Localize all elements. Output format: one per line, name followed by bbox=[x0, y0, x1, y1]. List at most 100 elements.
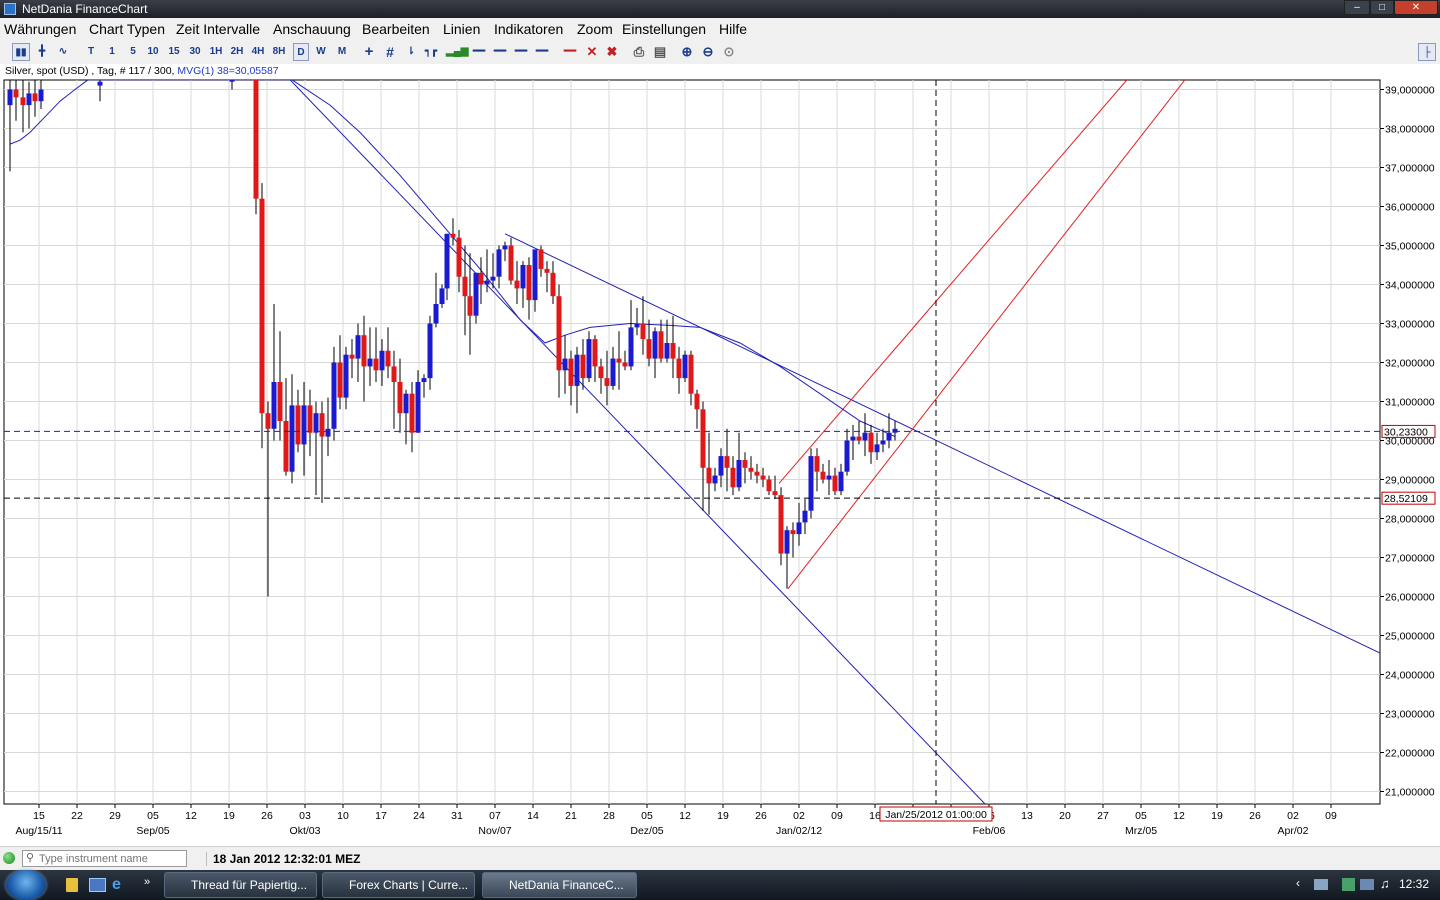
delete-line-icon[interactable]: ━━ bbox=[563, 46, 577, 57]
zoom-reset-icon[interactable]: ⊙ bbox=[723, 44, 735, 59]
candle bbox=[462, 245, 468, 336]
candle-body bbox=[796, 522, 802, 535]
y-tick-label: 24,000000 bbox=[1385, 670, 1435, 682]
grid-icon[interactable]: # bbox=[386, 44, 394, 60]
crosshair-icon[interactable]: + bbox=[364, 43, 374, 60]
candle bbox=[772, 475, 778, 499]
candle-body bbox=[421, 378, 427, 382]
candle-body bbox=[20, 97, 26, 106]
y-tick-label: 26,000000 bbox=[1385, 592, 1435, 604]
delete-icon[interactable]: ✕ bbox=[586, 44, 598, 59]
explorer-icon[interactable] bbox=[66, 878, 78, 892]
candle bbox=[532, 249, 538, 312]
panel-toggle-icon[interactable]: ├ bbox=[1418, 43, 1436, 61]
drawing-tools-icon[interactable]: ┑┏ bbox=[424, 46, 438, 57]
instrument-search[interactable]: ⚲ bbox=[22, 850, 187, 867]
chart-area[interactable]: 21,000000 22,000000 23,000000 24,000000 25,0… bbox=[0, 64, 1440, 844]
period-4h[interactable]: 4H bbox=[251, 46, 265, 57]
menu-bearbeiten[interactable]: Bearbeiten bbox=[362, 21, 430, 37]
desktop-icon[interactable] bbox=[89, 878, 106, 892]
menu-indikatoren[interactable]: Indikatoren bbox=[494, 21, 564, 37]
indicator-icon[interactable]: ⇂ bbox=[406, 46, 416, 57]
candle bbox=[682, 350, 688, 382]
candle-body bbox=[634, 323, 640, 328]
candle-body bbox=[450, 233, 456, 238]
x-day-label: 09 bbox=[1325, 810, 1337, 822]
taskbar-overflow-icon[interactable]: » bbox=[144, 876, 151, 888]
start-button[interactable] bbox=[6, 870, 46, 900]
menu-zeit-intervalle[interactable]: Zeit Intervalle bbox=[176, 21, 261, 37]
price-chart[interactable]: 21,000000 22,000000 23,000000 24,000000 25,0… bbox=[0, 64, 1440, 844]
print-preview-icon[interactable]: ▤ bbox=[653, 44, 667, 59]
crosshair-date-box bbox=[879, 806, 993, 822]
candle bbox=[526, 257, 532, 320]
period-week[interactable]: W bbox=[316, 46, 326, 57]
menu-anschauung[interactable]: Anschauung bbox=[273, 21, 351, 37]
period-30min[interactable]: 30 bbox=[189, 46, 201, 57]
print-icon[interactable]: ⎙ bbox=[633, 44, 645, 59]
x-day-label: 28 bbox=[603, 810, 615, 822]
period-15min[interactable]: 15 bbox=[168, 46, 180, 57]
trend-line bbox=[787, 80, 1186, 590]
taskbar-button-netdania[interactable]: NetDania FinanceC... bbox=[482, 872, 637, 898]
period-month[interactable]: M bbox=[337, 46, 347, 57]
menu-zoom[interactable]: Zoom bbox=[577, 21, 613, 37]
tray-monitor-icon[interactable] bbox=[1360, 879, 1374, 890]
candle bbox=[748, 456, 754, 480]
tray-network-icon[interactable] bbox=[1314, 879, 1328, 890]
tray-volume-icon[interactable]: ♫ bbox=[1380, 876, 1390, 891]
candle bbox=[616, 331, 622, 390]
volume-icon[interactable]: ▂▄▆ bbox=[446, 46, 469, 57]
candle bbox=[319, 401, 325, 503]
candle-body bbox=[736, 460, 742, 488]
candle-body bbox=[700, 409, 706, 468]
candle-body bbox=[724, 456, 730, 468]
period-2h[interactable]: 2H bbox=[230, 46, 244, 57]
trendline-icon-1[interactable]: ━━ bbox=[472, 46, 486, 57]
menu-waehrungen[interactable]: Währungen bbox=[4, 21, 77, 37]
zoom-out-icon[interactable]: ⊖ bbox=[702, 44, 714, 59]
x-month-label: Feb/06 bbox=[973, 825, 1006, 837]
x-month-label: Dez/05 bbox=[630, 825, 663, 837]
minimize-button[interactable]: – bbox=[1344, 0, 1370, 15]
tray-app-icon[interactable] bbox=[1342, 878, 1355, 891]
zoom-in-icon[interactable]: ⊕ bbox=[681, 44, 693, 59]
candle-body bbox=[456, 237, 462, 277]
close-button[interactable]: ✕ bbox=[1394, 0, 1438, 15]
x-day-label: 13 bbox=[1021, 810, 1033, 822]
candlestick-chart-icon[interactable]: ▮▮ bbox=[12, 43, 30, 61]
bar-chart-icon[interactable]: ╋ bbox=[38, 46, 46, 57]
delete-all-icon[interactable]: ✖ bbox=[606, 44, 618, 59]
candle-body bbox=[784, 530, 790, 554]
candle bbox=[646, 319, 652, 367]
trendline-icon-3[interactable]: ━━ bbox=[514, 46, 528, 57]
tray-expand-icon[interactable]: ‹ bbox=[1296, 876, 1300, 890]
x-day-label: 05 bbox=[641, 810, 653, 822]
taskbar-button-thread[interactable]: Thread für Papiertig... bbox=[164, 872, 317, 898]
candle-body bbox=[622, 362, 628, 367]
period-tick[interactable]: T bbox=[87, 46, 95, 57]
menu-hilfe[interactable]: Hilfe bbox=[719, 21, 748, 37]
period-day[interactable]: D bbox=[293, 43, 309, 61]
ie-icon[interactable]: e bbox=[112, 876, 121, 893]
menu-chart-typen[interactable]: Chart Typen bbox=[89, 21, 166, 37]
taskbar-button-forex[interactable]: Forex Charts | Curre... bbox=[322, 872, 475, 898]
y-tick-label: 28,000000 bbox=[1385, 514, 1435, 526]
instrument-search-input[interactable] bbox=[39, 852, 179, 865]
period-8h[interactable]: 8H bbox=[272, 46, 286, 57]
candle bbox=[520, 261, 526, 308]
menu-linien[interactable]: Linien bbox=[443, 21, 481, 37]
x-day-label: 02 bbox=[1287, 810, 1299, 822]
trendline-icon-4[interactable]: ━━ bbox=[535, 46, 549, 57]
line-chart-icon[interactable]: ∿ bbox=[58, 46, 68, 57]
period-1h[interactable]: 1H bbox=[209, 46, 223, 57]
candle bbox=[778, 487, 784, 566]
period-10min[interactable]: 10 bbox=[147, 46, 159, 57]
menu-einstellungen[interactable]: Einstellungen bbox=[622, 21, 707, 37]
x-month-label: Okt/03 bbox=[290, 825, 321, 837]
period-1min[interactable]: 1 bbox=[109, 46, 115, 57]
maximize-button[interactable]: □ bbox=[1370, 0, 1394, 15]
trendline-icon-2[interactable]: ━━ bbox=[493, 46, 507, 57]
period-5min[interactable]: 5 bbox=[130, 46, 136, 57]
candle bbox=[796, 502, 802, 546]
